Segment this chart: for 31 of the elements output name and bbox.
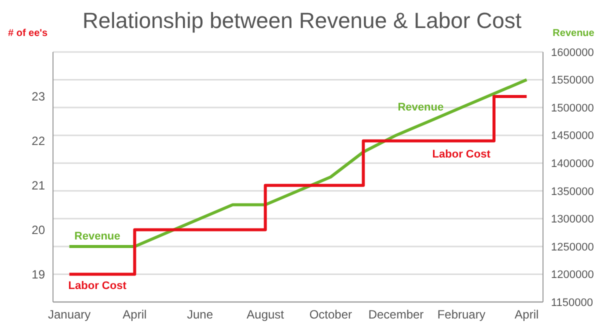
x-tick-label: February <box>437 308 486 322</box>
annotation: Labor Cost <box>432 148 491 161</box>
line-series <box>68 78 528 248</box>
y-tick-label: 21 <box>32 178 46 193</box>
y2-tick-label: 1350000 <box>551 186 594 198</box>
x-tick-label: April <box>514 308 539 322</box>
y2-axis-title: Revenue <box>552 27 596 39</box>
series-label: Labor Cost <box>68 280 127 292</box>
y2-tick-label: 1550000 <box>551 74 594 87</box>
x-tick-label: January <box>48 308 91 322</box>
chart-title: Relationship between Revenue & Labor Cost <box>81 8 523 34</box>
y-tick-label: 22 <box>32 134 46 148</box>
y2-tick-label: 1150000 <box>551 296 594 309</box>
series-label: Revenue <box>74 230 120 242</box>
y-axis-title: # of ee's <box>8 27 49 39</box>
y2-tick-label: 1300000 <box>551 214 594 226</box>
y2-tick-label: 1450000 <box>551 130 594 142</box>
y-tick-label: 19 <box>32 267 46 282</box>
y-tick-label: 20 <box>32 223 46 238</box>
x-tick-label: June <box>186 308 214 322</box>
x-tick-label: April <box>122 308 147 322</box>
x-tick-label: October <box>309 308 352 322</box>
y2-tick-label: 1400000 <box>551 158 594 170</box>
y2-tick-label: 1500000 <box>551 102 594 114</box>
x-tick-label: December <box>368 308 424 322</box>
annotation: Revenue <box>398 101 444 114</box>
y-tick-label: 23 <box>32 90 46 104</box>
y2-tick-label: 1600000 <box>551 46 594 59</box>
x-tick-label: August <box>246 308 285 322</box>
y2-tick-label: 1250000 <box>551 241 594 254</box>
y2-tick-label: 1200000 <box>551 269 594 282</box>
